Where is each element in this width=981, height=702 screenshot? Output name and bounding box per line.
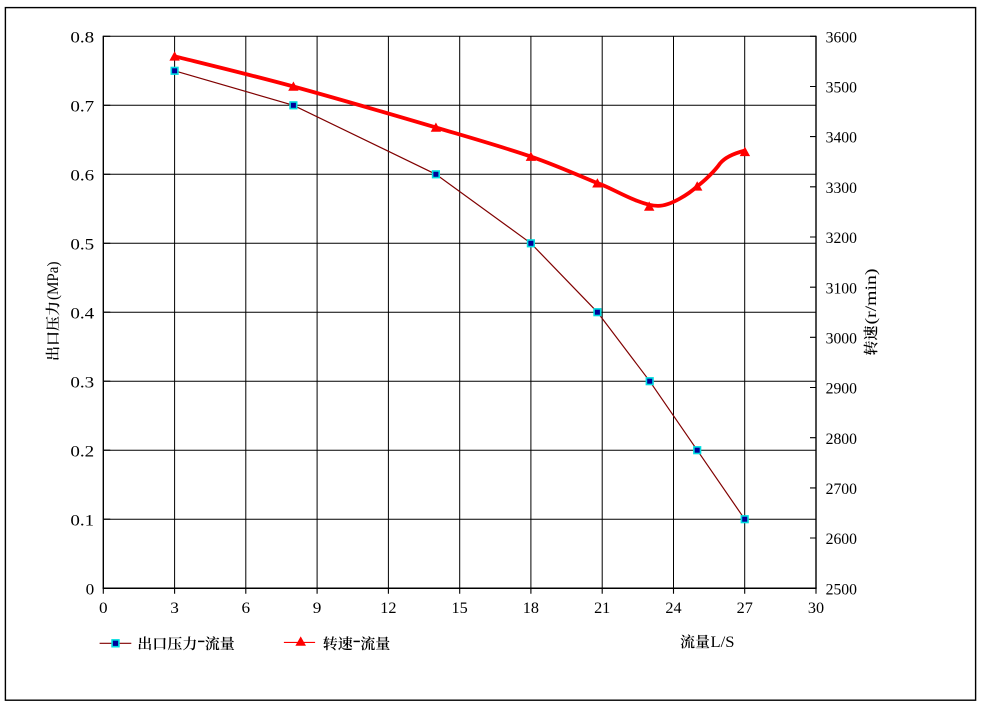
svg-text:15: 15: [452, 600, 468, 617]
svg-text:(r/min): (r/min): [863, 269, 880, 325]
svg-text:0: 0: [99, 600, 108, 617]
svg-text:3600: 3600: [826, 29, 858, 46]
svg-text:18: 18: [523, 600, 539, 617]
svg-text:(MPa): (MPa): [45, 262, 62, 301]
svg-text:0.6: 0.6: [70, 167, 94, 184]
svg-text:21: 21: [594, 600, 610, 617]
svg-text:3100: 3100: [826, 280, 858, 297]
svg-text:2600: 2600: [826, 531, 858, 548]
svg-text:3200: 3200: [826, 230, 858, 247]
svg-text:24: 24: [665, 600, 681, 617]
svg-text:2700: 2700: [826, 481, 858, 498]
svg-text:2500: 2500: [826, 581, 858, 598]
svg-text:0.1: 0.1: [70, 512, 94, 529]
svg-text:0.7: 0.7: [70, 98, 94, 115]
svg-text:30: 30: [808, 600, 824, 617]
svg-text:0.3: 0.3: [70, 374, 94, 391]
svg-text:6: 6: [242, 600, 251, 617]
svg-text:3000: 3000: [826, 330, 858, 347]
svg-text:12: 12: [380, 600, 396, 617]
svg-text:2900: 2900: [826, 381, 858, 398]
svg-text:0: 0: [86, 581, 95, 598]
svg-text:0.8: 0.8: [70, 29, 94, 46]
svg-text:2800: 2800: [826, 431, 858, 448]
svg-text:27: 27: [737, 600, 753, 617]
svg-text:0.4: 0.4: [70, 305, 94, 322]
svg-text:0.2: 0.2: [70, 443, 94, 460]
svg-text:3300: 3300: [826, 180, 858, 197]
svg-text:3: 3: [170, 600, 179, 617]
svg-text:9: 9: [313, 600, 322, 617]
svg-text:3400: 3400: [826, 130, 858, 147]
svg-text:3500: 3500: [826, 80, 858, 97]
svg-text:0.5: 0.5: [70, 236, 94, 253]
svg-text:L/S: L/S: [711, 634, 735, 651]
